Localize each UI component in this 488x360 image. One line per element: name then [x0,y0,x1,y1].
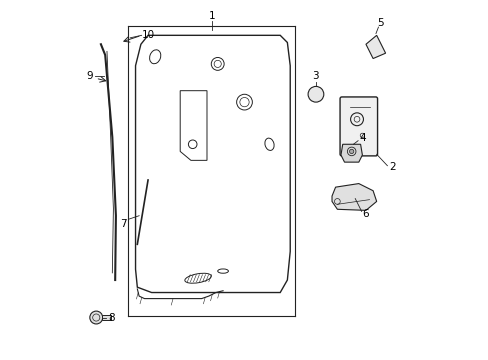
Bar [102,315,111,320]
Polygon shape [331,184,376,210]
Text: 3: 3 [312,71,319,81]
Text: 8: 8 [108,312,115,323]
Circle shape [90,311,102,324]
Text: 7: 7 [120,219,126,229]
Text: 1: 1 [208,12,215,21]
Text: 5: 5 [377,18,384,28]
Circle shape [307,86,323,102]
Text: 2: 2 [388,162,395,172]
Polygon shape [340,144,362,162]
Text: 9: 9 [87,71,93,81]
Circle shape [349,149,353,154]
Polygon shape [365,35,385,59]
Text: 6: 6 [362,209,368,219]
Text: 4: 4 [358,133,365,143]
Text: 10: 10 [141,30,154,40]
FancyBboxPatch shape [339,97,377,156]
